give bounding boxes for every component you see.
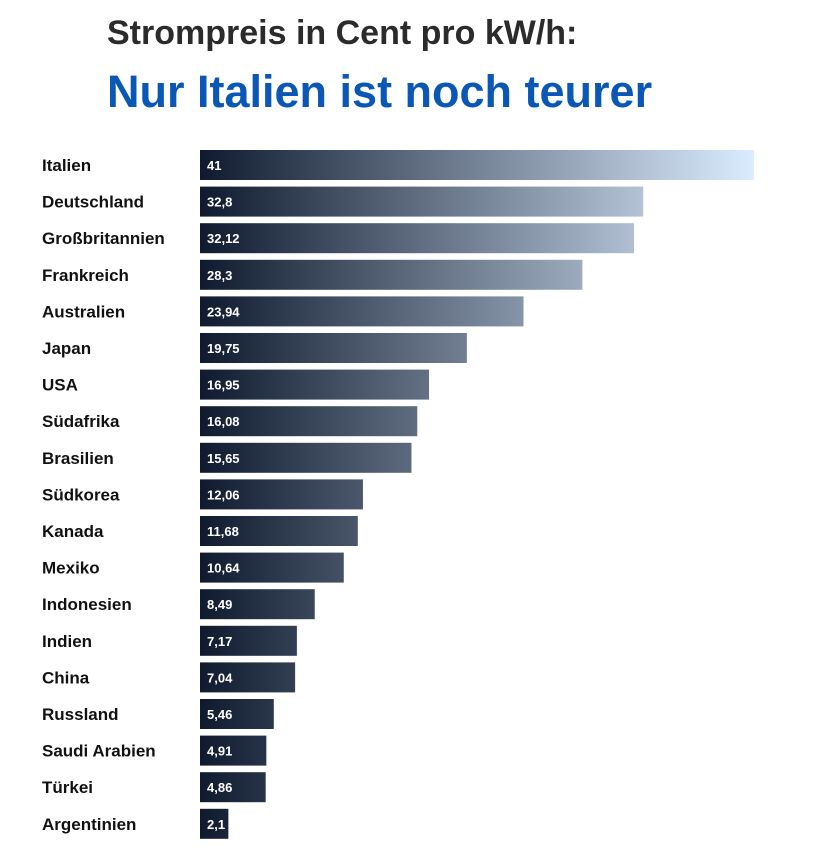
value-label: 12,06: [207, 487, 240, 502]
bar: [200, 150, 754, 180]
category-label: Frankreich: [42, 266, 129, 285]
category-label: Argentinien: [42, 815, 136, 834]
value-label: 7,17: [207, 634, 232, 649]
category-label: Russland: [42, 705, 119, 724]
bar: [200, 808, 229, 839]
category-label: Australien: [42, 302, 125, 321]
value-label: 28,3: [207, 268, 232, 283]
value-label: 2,1: [207, 817, 225, 832]
value-label: 32,12: [207, 231, 240, 246]
chart-subtitle: Nur Italien ist noch teurer: [107, 66, 653, 117]
bar: [200, 333, 467, 363]
category-label: Kanada: [42, 522, 104, 541]
value-label: 8,49: [207, 597, 232, 612]
value-label: 4,86: [207, 780, 232, 795]
category-label: Mexiko: [42, 559, 100, 578]
category-label: Indonesien: [42, 595, 132, 614]
bar: [200, 186, 644, 217]
category-label: Südafrika: [42, 412, 120, 431]
value-label: 16,95: [207, 378, 240, 393]
bar: [200, 699, 274, 729]
category-label: Italien: [42, 156, 91, 175]
value-label: 11,68: [207, 524, 239, 539]
bar: [200, 662, 296, 693]
bar: [200, 552, 344, 583]
category-label: Brasilien: [42, 449, 114, 468]
value-label: 4,91: [207, 744, 232, 759]
value-label: 19,75: [207, 341, 240, 356]
category-label: USA: [42, 376, 78, 395]
category-label: Großbritannien: [42, 229, 165, 248]
value-label: 41: [207, 158, 221, 173]
value-label: 7,04: [207, 670, 233, 685]
bar: [200, 369, 430, 400]
category-label: Türkei: [42, 778, 93, 797]
bar: [200, 589, 315, 620]
bar: [200, 772, 266, 803]
category-label: Saudi Arabien: [42, 742, 156, 761]
value-label: 32,8: [207, 195, 232, 210]
bar: [200, 479, 363, 510]
bar: [200, 296, 524, 327]
bar: [200, 406, 418, 437]
bar: [200, 625, 297, 656]
category-label: Japan: [42, 339, 91, 358]
value-label: 16,08: [207, 414, 240, 429]
value-label: 23,94: [207, 304, 240, 319]
bar: [200, 442, 412, 473]
value-label: 15,65: [207, 451, 240, 466]
bar: [200, 735, 267, 766]
bar: [200, 516, 358, 546]
bars-group: Italien 41 Deutschland 32,8 Großbritannien 32…: [42, 150, 754, 839]
category-label: Südkorea: [42, 485, 120, 504]
value-label: 10,64: [207, 561, 240, 576]
category-label: Indien: [42, 632, 92, 651]
chart-title: Strompreis in Cent pro kW/h:: [107, 14, 578, 52]
bar: [200, 223, 635, 254]
bar: [200, 259, 583, 290]
category-label: China: [42, 668, 90, 687]
category-label: Deutschland: [42, 193, 144, 212]
value-label: 5,46: [207, 707, 232, 722]
